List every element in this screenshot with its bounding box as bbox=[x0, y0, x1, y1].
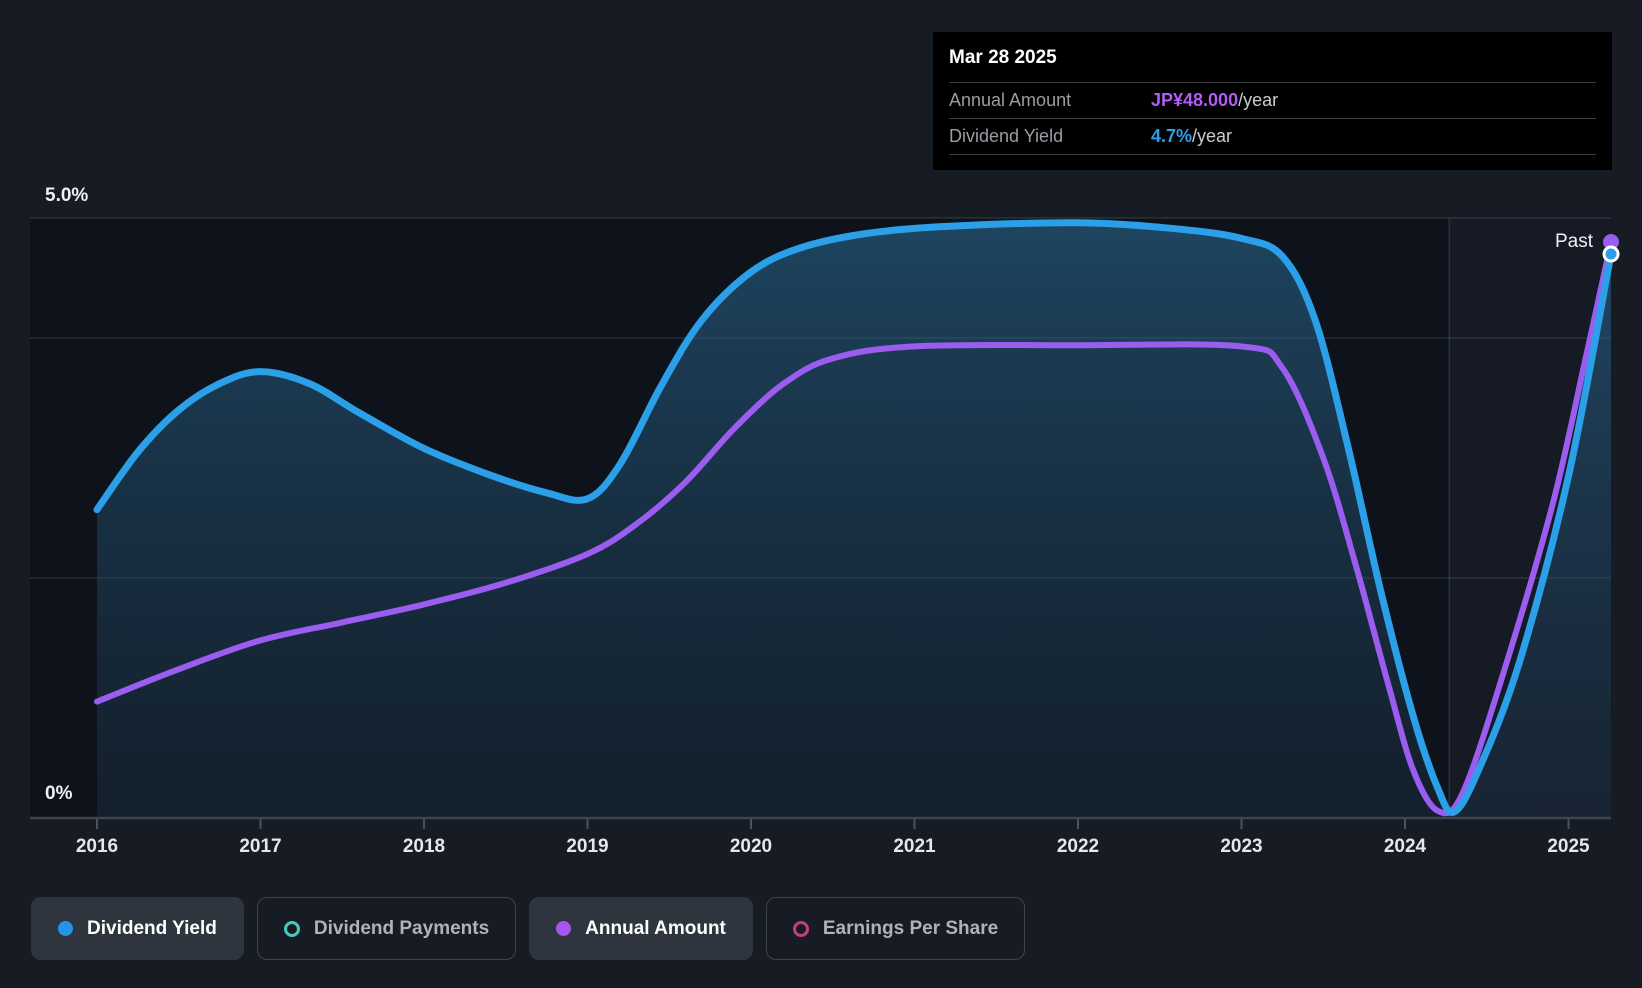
x-axis-label: 2016 bbox=[76, 836, 118, 857]
legend-label: Annual Amount bbox=[585, 917, 726, 939]
y-axis-bottom-label: 0% bbox=[45, 783, 73, 804]
dividend-yield-area bbox=[97, 222, 1612, 818]
legend-label: Dividend Yield bbox=[87, 917, 217, 939]
past-label: Past bbox=[1555, 231, 1594, 252]
tooltip-row-label: Dividend Yield bbox=[949, 126, 1064, 146]
x-axis-label: 2019 bbox=[566, 836, 608, 857]
legend-toggle-dividend-payments[interactable]: Dividend Payments bbox=[256, 897, 517, 960]
tooltip-row-value: 4.7%/year bbox=[1151, 126, 1233, 146]
chart-legend: Dividend Yield Dividend Payments Annual Am… bbox=[31, 897, 1026, 960]
y-axis-top-label: 5.0% bbox=[45, 185, 88, 206]
x-axis-label: 2020 bbox=[730, 836, 772, 857]
tooltip-row-value: JP¥48.000/year bbox=[1151, 90, 1279, 110]
x-axis-label: 2022 bbox=[1057, 836, 1099, 857]
legend-toggle-dividend-yield[interactable]: Dividend Yield bbox=[31, 897, 244, 960]
dividend-payments-marker-icon bbox=[283, 920, 300, 937]
tooltip-date: Mar 28 2025 bbox=[949, 32, 1596, 83]
x-axis-label: 2021 bbox=[893, 836, 936, 857]
x-axis-label: 2025 bbox=[1547, 836, 1590, 857]
legend-toggle-annual-amount[interactable]: Annual Amount bbox=[529, 897, 753, 960]
x-axis-label: 2017 bbox=[239, 836, 281, 857]
dividend-yield-line bbox=[93, 219, 1615, 816]
annual-amount-end-marker bbox=[1603, 234, 1620, 250]
chart-tooltip: Mar 28 2025 Annual Amount JP¥48.000/year D… bbox=[933, 32, 1612, 170]
legend-label: Dividend Payments bbox=[313, 917, 490, 939]
tooltip-row-label: Annual Amount bbox=[949, 90, 1072, 110]
earnings-per-share-marker-icon bbox=[792, 920, 809, 937]
dividend-yield-end-marker bbox=[1602, 245, 1620, 263]
x-axis-label: 2018 bbox=[403, 836, 445, 857]
annual-amount-line bbox=[94, 239, 1614, 817]
legend-label: Earnings Per Share bbox=[822, 917, 999, 939]
tooltip-row: Dividend Yield 4.7%/year bbox=[949, 119, 1596, 155]
annual-amount-marker-icon bbox=[556, 921, 572, 936]
x-axis-label: 2024 bbox=[1384, 836, 1427, 857]
legend-toggle-earnings-per-share[interactable]: Earnings Per Share bbox=[765, 897, 1026, 960]
tooltip-row: Annual Amount JP¥48.000/year bbox=[949, 83, 1596, 119]
x-axis-label: 2023 bbox=[1220, 836, 1262, 857]
dividend-yield-marker-icon bbox=[58, 921, 73, 936]
